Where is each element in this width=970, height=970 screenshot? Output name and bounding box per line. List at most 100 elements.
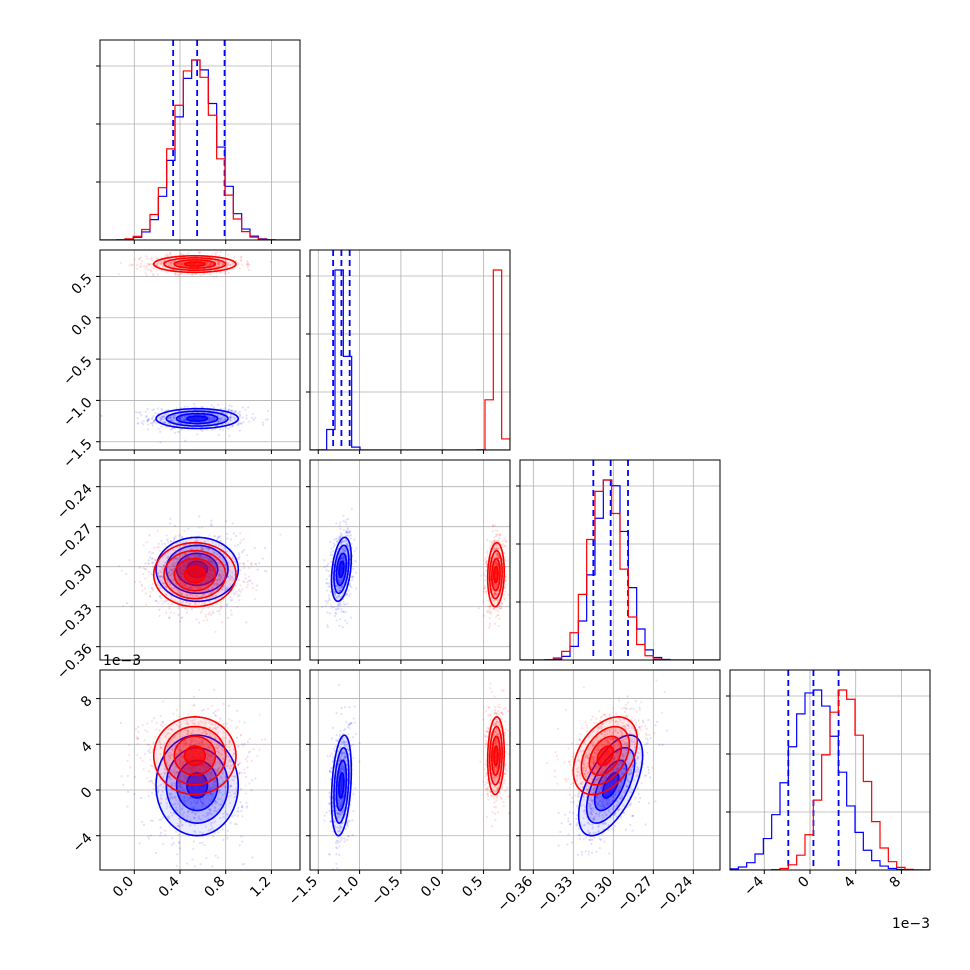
point [333,538,336,541]
point [346,622,349,625]
point [338,524,341,527]
point [327,562,330,565]
point [145,603,148,606]
point [201,564,205,567]
point [163,421,167,424]
point [162,585,165,588]
point [159,579,162,582]
point [164,421,168,424]
point [208,545,212,548]
point [214,565,217,569]
point [148,263,151,266]
point [150,417,154,420]
point [168,522,172,525]
point [146,419,149,423]
point [217,583,220,586]
point [165,593,168,597]
point [240,258,243,262]
point [209,560,212,563]
point [143,265,146,268]
point [158,584,161,587]
point [211,560,214,563]
point [179,575,183,578]
point [150,572,153,576]
point [167,555,170,558]
point [126,774,129,777]
point [342,600,345,603]
point [215,553,218,556]
point [335,585,339,588]
point [257,562,261,565]
point [243,564,246,567]
point [210,524,214,527]
point [172,416,175,419]
point [346,531,349,535]
point [137,257,141,260]
point [243,581,246,584]
point [220,407,223,410]
point [171,553,174,556]
point [199,582,202,585]
point [338,589,342,592]
point [174,562,177,565]
point [204,579,207,582]
point [207,557,210,560]
point [339,604,342,607]
point [229,413,233,416]
point [152,588,155,591]
point [240,809,243,813]
point [160,596,163,599]
point [338,586,341,589]
point [198,584,201,587]
point [330,560,333,563]
point [232,591,235,595]
point [173,536,176,539]
point [504,579,507,582]
point [198,587,202,590]
point [204,563,207,566]
point [224,272,227,275]
point [242,562,245,565]
point [150,587,153,590]
point [321,605,324,609]
point [209,262,213,266]
point [178,568,181,571]
point [133,792,136,796]
point [347,544,350,548]
point [230,405,233,408]
point [482,601,485,604]
point [269,260,272,264]
point [205,579,208,583]
point [177,588,181,591]
point [202,566,205,569]
point [184,584,187,587]
point [176,578,179,581]
point [172,548,175,551]
point [202,593,205,596]
point [181,592,184,595]
point [167,574,171,577]
point [178,566,182,569]
point [206,574,210,578]
point [186,594,189,597]
point [174,830,178,833]
point [216,610,219,613]
point [216,420,219,423]
point [209,565,212,569]
point [237,423,240,426]
point [196,561,199,564]
point [245,621,248,624]
point [222,560,225,563]
point [153,419,156,422]
point [215,579,219,582]
point [158,576,161,579]
point [152,274,155,277]
point [169,540,173,543]
point [167,591,170,594]
point [325,568,328,572]
point [180,415,184,418]
point [199,561,203,564]
point [501,602,504,605]
point [211,586,214,589]
point [180,583,183,586]
